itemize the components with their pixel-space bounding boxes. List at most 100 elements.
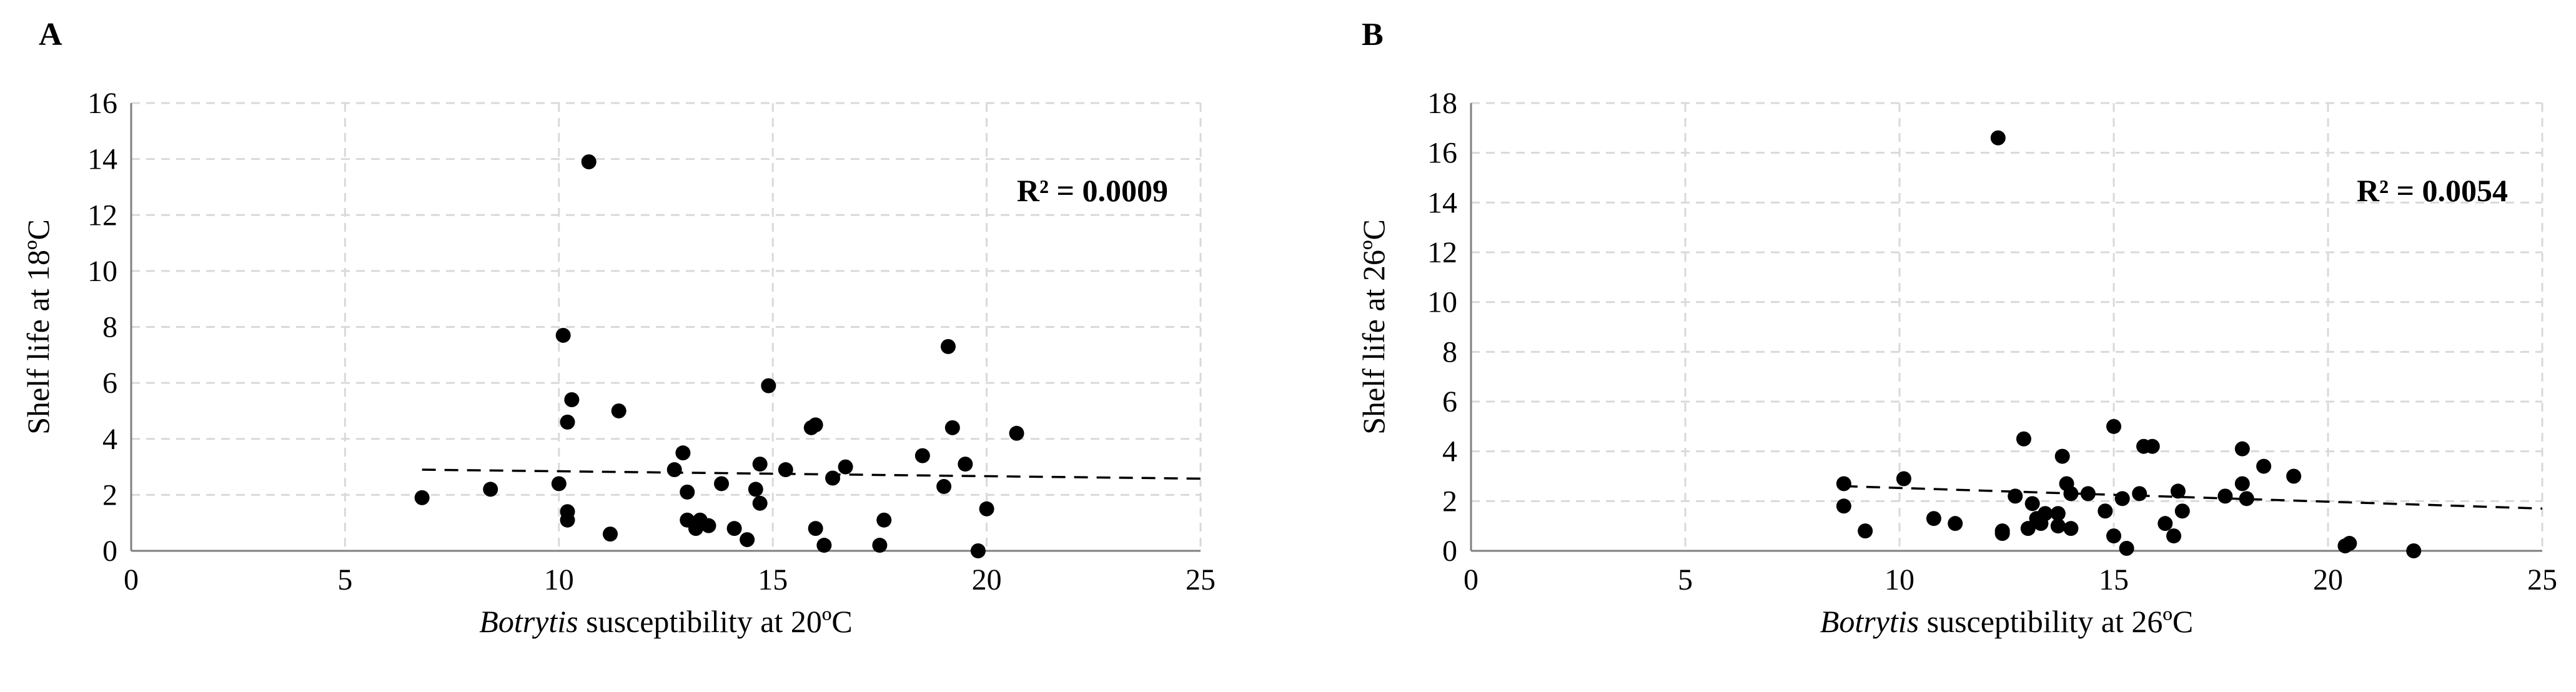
trend-line <box>1843 485 2543 510</box>
data-point <box>414 490 430 505</box>
data-point <box>2217 488 2233 504</box>
data-point <box>740 532 755 548</box>
x-axis-title: Botrytis susceptibility at 20ºC <box>479 604 852 639</box>
data-point <box>2174 503 2190 519</box>
data-point <box>876 512 892 528</box>
data-point <box>555 327 571 343</box>
x-axis-title-rest: susceptibility at 20ºC <box>578 604 853 639</box>
scatter-chart-a: A 0 2 4 6 8 10 12 14 16 0 5 10 15 20 25 Shelf life at 1… <box>21 17 1216 639</box>
data-point <box>2119 541 2134 556</box>
y-axis-title: Shelf life at 26ºC <box>1356 219 1391 435</box>
data-point <box>1990 130 2006 146</box>
y-tick-label: 10 <box>1427 286 1457 319</box>
data-point <box>666 462 682 478</box>
data-point <box>602 526 618 542</box>
data-point <box>2063 486 2079 502</box>
panel-label: B <box>1362 17 1384 52</box>
r-squared-annotation: R² = 0.0054 <box>2357 173 2508 208</box>
data-point <box>761 378 776 393</box>
y-tick-label: 6 <box>102 367 117 400</box>
data-point <box>564 392 580 408</box>
data-point <box>551 476 567 492</box>
data-point <box>1836 476 1851 492</box>
data-point <box>1836 498 1851 514</box>
y-tick-label: 8 <box>102 311 117 344</box>
data-point <box>560 512 575 528</box>
data-point <box>2106 528 2121 544</box>
x-tick-label: 10 <box>1885 563 1915 596</box>
data-point <box>2157 516 2173 531</box>
y-axis-title: Shelf life at 18ºC <box>21 219 56 435</box>
data-point <box>936 478 952 494</box>
data-point <box>2342 536 2357 551</box>
data-point <box>2080 486 2096 502</box>
data-point <box>2106 418 2121 434</box>
data-point <box>825 470 841 486</box>
data-point <box>2050 506 2066 521</box>
data-point <box>2016 431 2031 447</box>
data-point <box>1009 425 1024 441</box>
data-point <box>2098 503 2113 519</box>
x-tick-label: 25 <box>1186 563 1216 596</box>
data-point <box>1994 523 2010 539</box>
x-axis-title-italic: Botrytis <box>1820 604 1919 639</box>
y-tick-label: 8 <box>1442 335 1457 368</box>
data-point <box>2038 506 2053 521</box>
trend-line <box>422 468 1201 480</box>
data-point <box>611 403 627 418</box>
data-point <box>2166 528 2182 544</box>
data-point <box>680 484 695 500</box>
data-point <box>2020 521 2036 536</box>
y-tick-label: 16 <box>1427 137 1457 170</box>
data-point <box>2144 438 2160 454</box>
data-point <box>2256 458 2272 474</box>
data-point <box>872 538 888 553</box>
data-point <box>675 445 691 461</box>
data-point <box>808 521 823 536</box>
data-point <box>483 482 498 497</box>
data-point <box>2239 491 2254 507</box>
data-point <box>2024 496 2040 512</box>
y-tick-label: 14 <box>87 143 117 176</box>
data-point <box>1948 516 1963 531</box>
data-point <box>2054 448 2070 464</box>
y-tick-label: 4 <box>1442 435 1457 468</box>
y-tick-label: 2 <box>102 478 117 512</box>
data-point <box>808 417 823 433</box>
x-axis-title: Botrytis susceptibility at 26ºC <box>1820 604 2193 639</box>
data-point <box>560 414 575 430</box>
data-point <box>838 459 853 475</box>
data-point <box>940 339 956 354</box>
data-point <box>2063 521 2079 536</box>
data-point <box>701 518 716 533</box>
x-tick-label: 0 <box>124 563 139 596</box>
x-tick-label: 15 <box>2099 563 2129 596</box>
data-point <box>958 457 973 472</box>
data-point <box>752 495 768 511</box>
r-squared-annotation: R² = 0.0009 <box>1017 173 1168 208</box>
x-tick-label: 25 <box>2527 563 2557 596</box>
data-point <box>2132 486 2147 502</box>
data-point <box>726 521 742 536</box>
x-tick-label: 20 <box>972 563 1002 596</box>
y-tick-label: 16 <box>87 87 117 120</box>
x-tick-label: 5 <box>1678 563 1693 596</box>
x-tick-label: 10 <box>544 563 574 596</box>
data-point <box>2286 468 2302 484</box>
data-point <box>2406 543 2422 558</box>
y-tick-label: 12 <box>87 199 117 232</box>
scatter-chart-b: B 0 2 4 6 8 10 12 14 16 18 0 5 10 15 20 25 Shelf life at… <box>1356 17 2557 639</box>
y-tick-label: 0 <box>102 535 117 568</box>
x-tick-label: 0 <box>1464 563 1479 596</box>
data-point <box>2234 476 2250 492</box>
data-point <box>914 448 930 463</box>
data-point <box>944 420 960 435</box>
x-tick-label: 20 <box>2313 563 2343 596</box>
data-point <box>2170 483 2186 499</box>
y-tick-label: 14 <box>1427 186 1457 219</box>
y-tick-label: 4 <box>102 423 117 456</box>
y-tick-label: 12 <box>1427 236 1457 269</box>
data-point <box>970 543 986 558</box>
data-point <box>2114 491 2130 507</box>
data-point <box>581 154 597 170</box>
